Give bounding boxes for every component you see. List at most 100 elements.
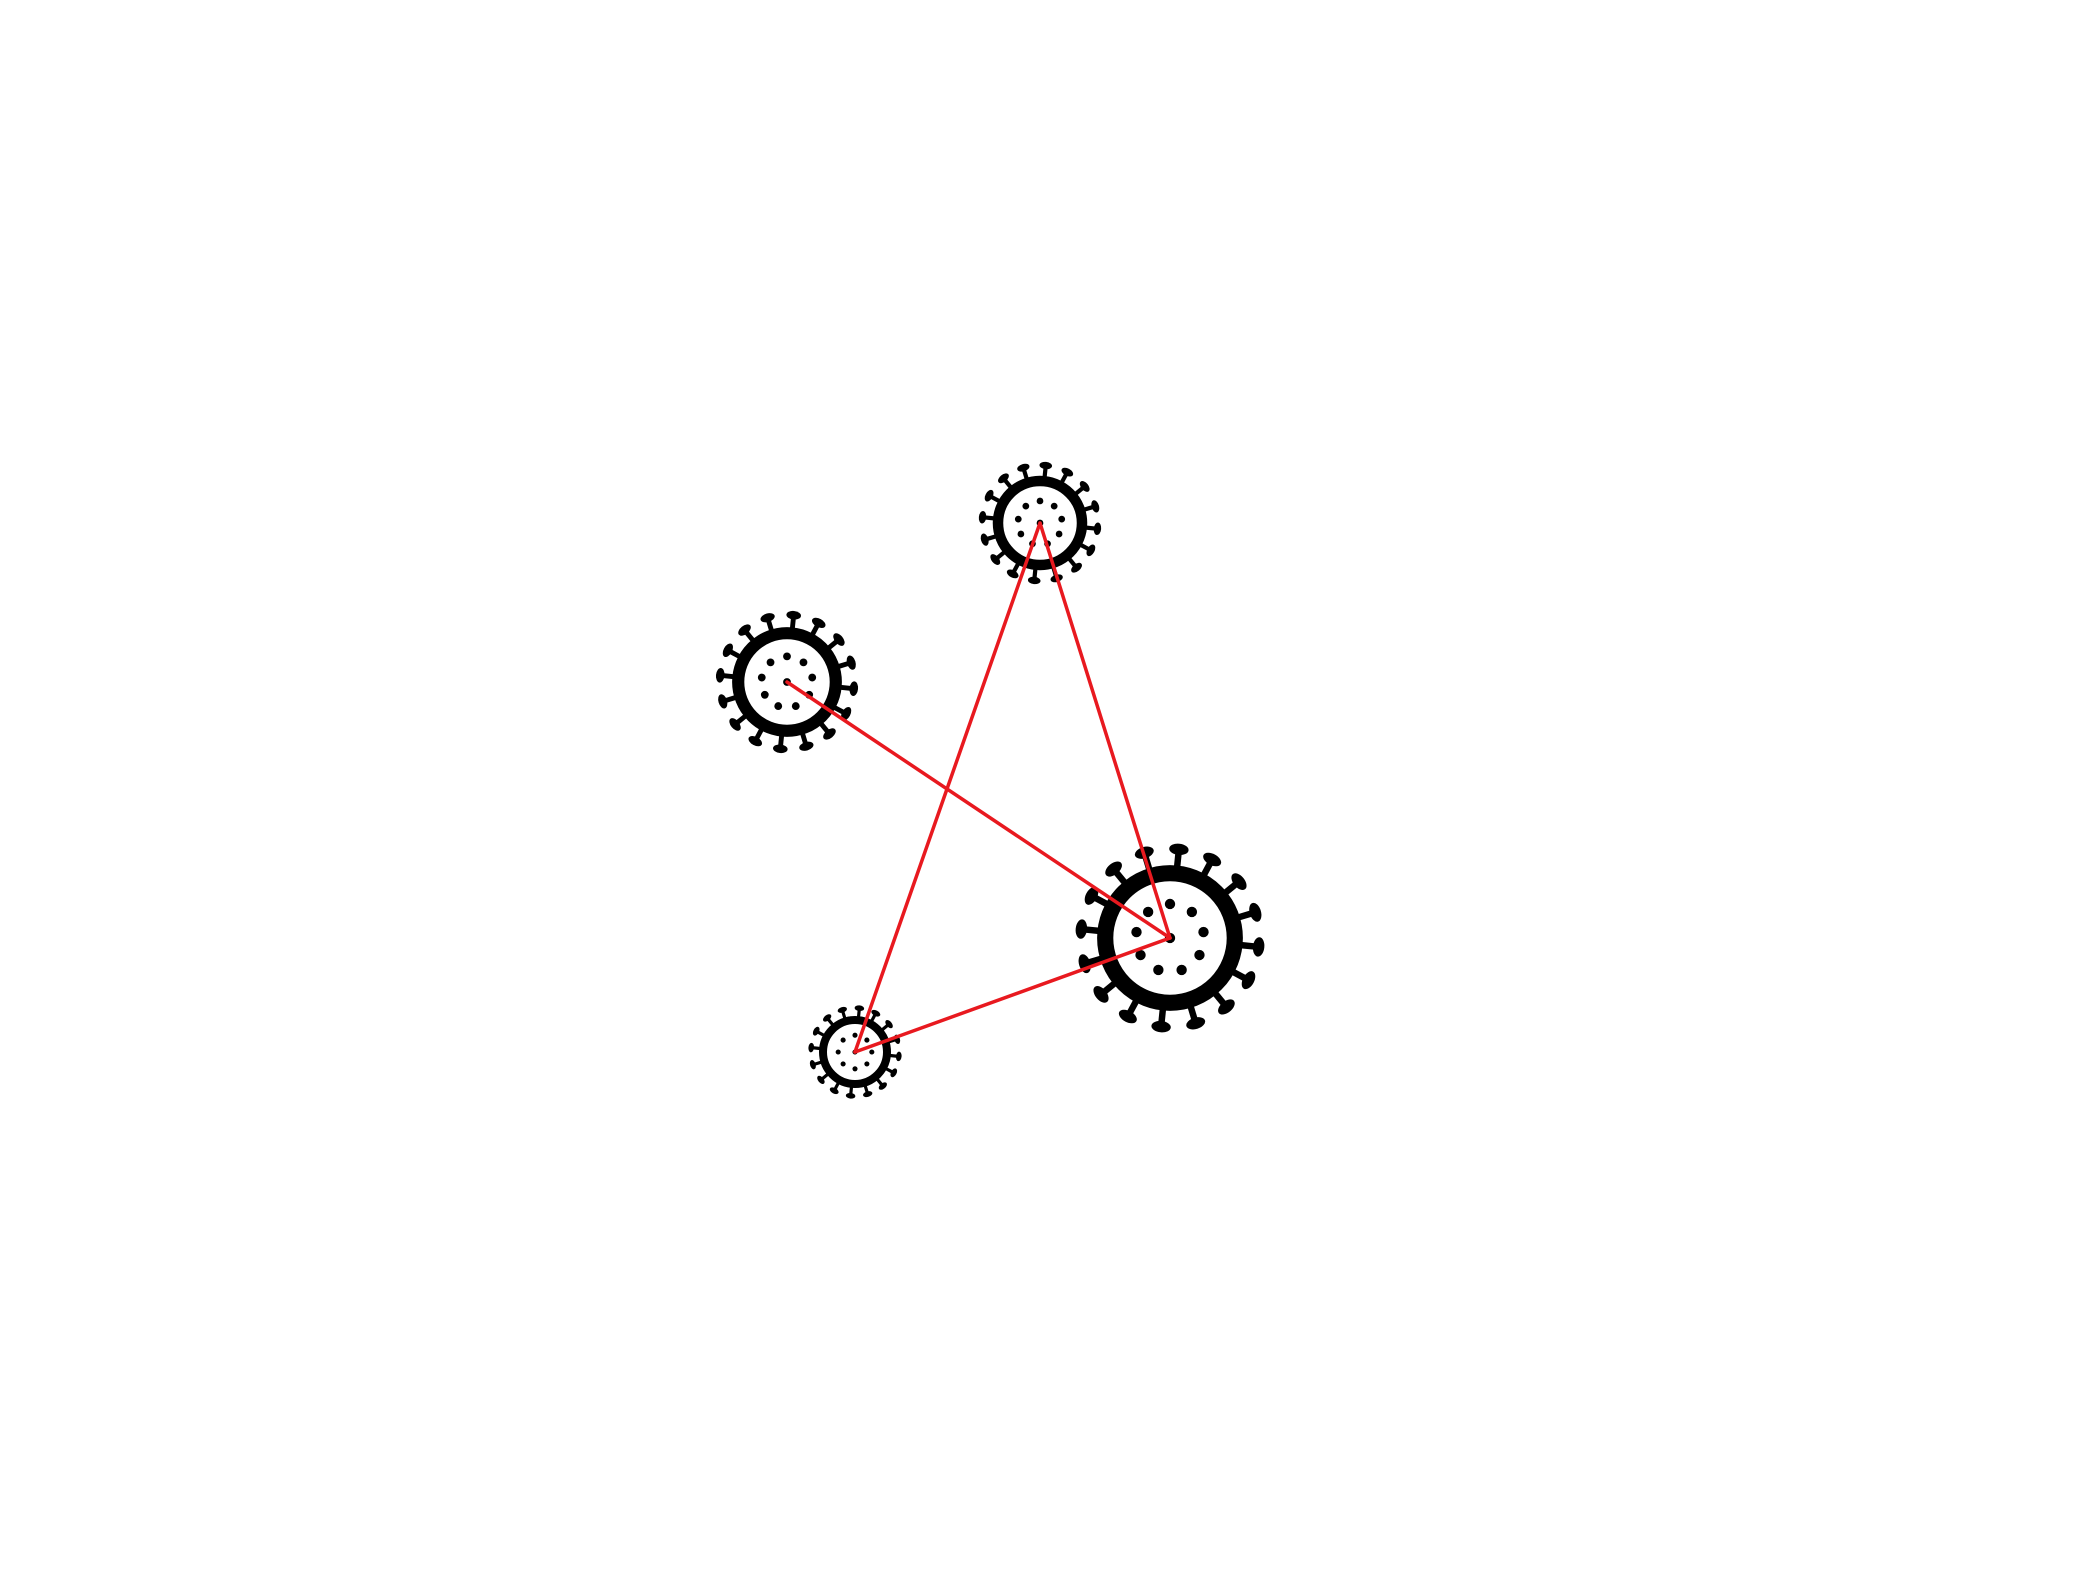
virus-dot <box>766 658 775 667</box>
virus-spike-knob <box>1186 1017 1206 1030</box>
virus-spike-knob <box>1071 562 1082 573</box>
virus-dot <box>1022 502 1030 510</box>
virus-spike-knob <box>1093 522 1102 536</box>
virus-spike-knob <box>1091 500 1100 513</box>
virus-spike-knob <box>1241 971 1256 990</box>
virus-spike-knob <box>829 1087 839 1095</box>
virus-spike-knob <box>1027 576 1041 585</box>
network-links <box>785 521 1172 1054</box>
virus-spike-knob <box>833 633 845 646</box>
virus-spike <box>1101 980 1117 995</box>
virus-dot <box>852 1032 858 1038</box>
virus-spike <box>1187 1005 1198 1022</box>
virus-dot <box>1186 906 1198 918</box>
virus-spike-knob <box>863 1091 873 1098</box>
virus-spike-knob <box>1093 986 1109 1003</box>
virus-dot <box>1050 502 1058 510</box>
virus-spike <box>744 630 755 642</box>
virus-spike <box>881 1023 889 1031</box>
virus-spike-knob <box>845 1092 856 1099</box>
virus-spike-knob <box>1218 999 1235 1015</box>
virus-dot <box>1142 906 1154 918</box>
link-virus-top-to-virus-small <box>853 521 1042 1054</box>
virus-spike-knob <box>871 1009 881 1017</box>
virus-dot <box>1194 949 1205 961</box>
virus-spike <box>1085 525 1096 531</box>
virus-spike-knob <box>1203 852 1222 867</box>
virus-spike <box>821 1073 829 1081</box>
virus-spike <box>1237 910 1254 921</box>
virus-spike-knob <box>1084 886 1099 905</box>
virus-spike-knob <box>1118 1009 1137 1024</box>
virus-spike <box>1240 941 1256 950</box>
virus-spike-knob <box>998 473 1009 484</box>
virus-spike <box>766 619 774 632</box>
virus-spike <box>1067 557 1077 568</box>
virus-spike-knob <box>1079 481 1090 492</box>
virus-dot <box>1135 949 1146 961</box>
virus-spike <box>1084 926 1100 935</box>
virus-spike-knob <box>715 668 725 683</box>
virus-spike <box>986 534 997 542</box>
virus-spike <box>826 1018 834 1026</box>
virus-dot <box>1153 964 1164 976</box>
virus-left-icon <box>715 610 859 754</box>
virus-spike-knob <box>885 1020 893 1029</box>
virus-spike <box>1042 467 1048 478</box>
virus-dot <box>1055 530 1063 538</box>
virus-spike-knob <box>1231 873 1247 890</box>
virus-spike-knob <box>1249 902 1262 922</box>
virus-spike <box>827 639 839 650</box>
virus-dot <box>1058 515 1066 523</box>
virus-spike <box>1173 852 1182 868</box>
virus-spike <box>1074 486 1085 496</box>
virus-spike-knob <box>809 1060 816 1070</box>
virus-spike <box>863 1085 869 1094</box>
virus-spike <box>754 728 764 741</box>
virus-dot <box>1131 926 1142 938</box>
virus-spike-knob <box>748 736 763 747</box>
virus-spike-knob <box>1006 569 1019 579</box>
virus-spike-knob <box>1061 467 1074 477</box>
virus-spike-knob <box>841 706 852 721</box>
virus-spike-knob <box>849 681 859 696</box>
virus-spike <box>849 1086 854 1095</box>
virus-dot <box>808 673 817 682</box>
virus-spike-knob <box>980 533 989 546</box>
virus-spike <box>1003 478 1013 489</box>
virus-spike <box>995 550 1006 560</box>
virus-dot <box>864 1037 870 1043</box>
virus-spike <box>1079 543 1091 552</box>
virus-spike <box>833 705 846 715</box>
virus-spike-knob <box>718 694 728 709</box>
virus-dot <box>757 673 766 682</box>
virus-spike-knob <box>854 1005 865 1012</box>
virus-dot <box>1017 530 1025 538</box>
virus-spike-knob <box>812 1026 820 1036</box>
virus-spike-knob <box>1169 843 1189 856</box>
virus-spike <box>1231 968 1248 982</box>
virus-spike <box>841 1010 847 1019</box>
virus-spike <box>1158 1008 1167 1024</box>
virus-spike-knob <box>978 510 987 524</box>
virus-dot <box>774 702 783 710</box>
virus-spike-knob <box>823 1014 832 1022</box>
virus-spike-knob <box>895 1051 902 1062</box>
virus-spike <box>810 623 820 636</box>
virus-dot <box>1176 964 1187 976</box>
virus-spike-knob <box>773 744 788 754</box>
virus-spike-knob <box>1105 861 1122 877</box>
virus-spike <box>1212 991 1227 1007</box>
virus-dot <box>869 1049 875 1055</box>
virus-large-icon <box>1075 843 1265 1033</box>
virus-dot <box>852 1066 858 1072</box>
virus-spike-knob <box>1252 937 1265 957</box>
virus-dot <box>1164 898 1176 910</box>
virus-spike-knob <box>1017 463 1030 472</box>
virus-spike-knob <box>837 1006 847 1013</box>
virus-spike <box>1113 869 1128 885</box>
virus-dot <box>783 652 791 661</box>
virus-spike <box>735 714 747 725</box>
virus-spike-knob <box>1039 461 1053 470</box>
